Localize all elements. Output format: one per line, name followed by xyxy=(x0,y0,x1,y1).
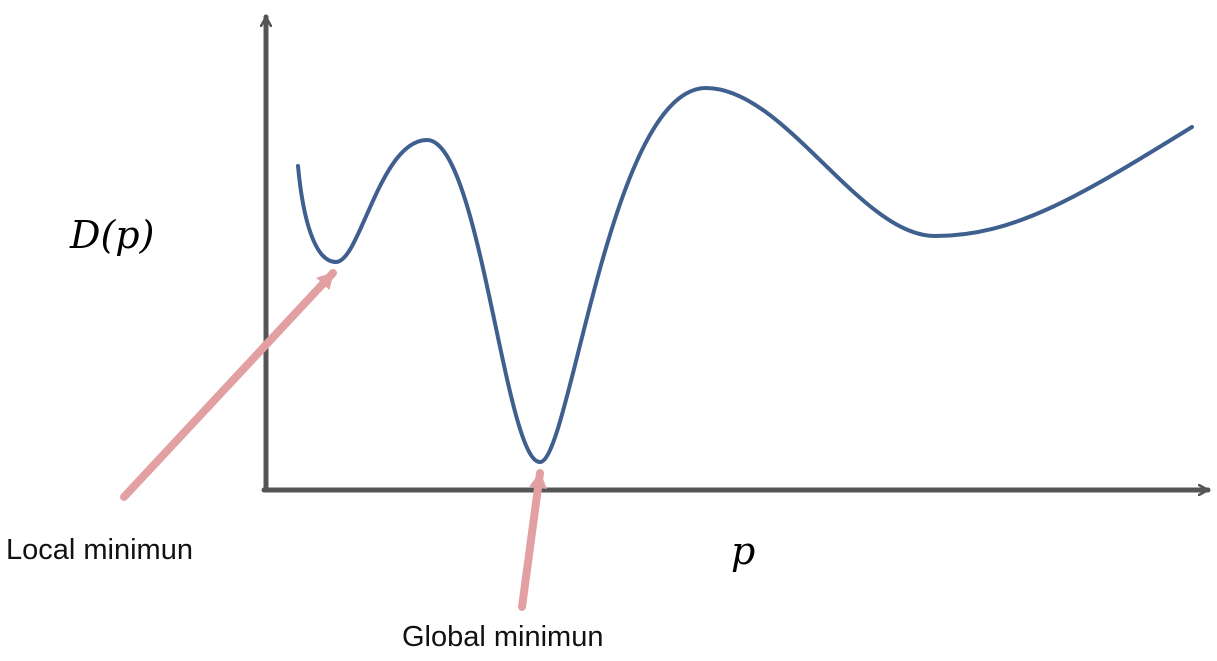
local-minimum-arrow xyxy=(120,269,337,501)
function-curve xyxy=(296,86,1194,464)
x-axis-label: p xyxy=(731,529,755,573)
global-minimum-label: Global minimun xyxy=(402,621,603,653)
local-minimum-label: Local minimun xyxy=(6,534,193,566)
y-axis-label: D(p) xyxy=(69,213,154,257)
global-minimum-arrow xyxy=(518,469,547,611)
